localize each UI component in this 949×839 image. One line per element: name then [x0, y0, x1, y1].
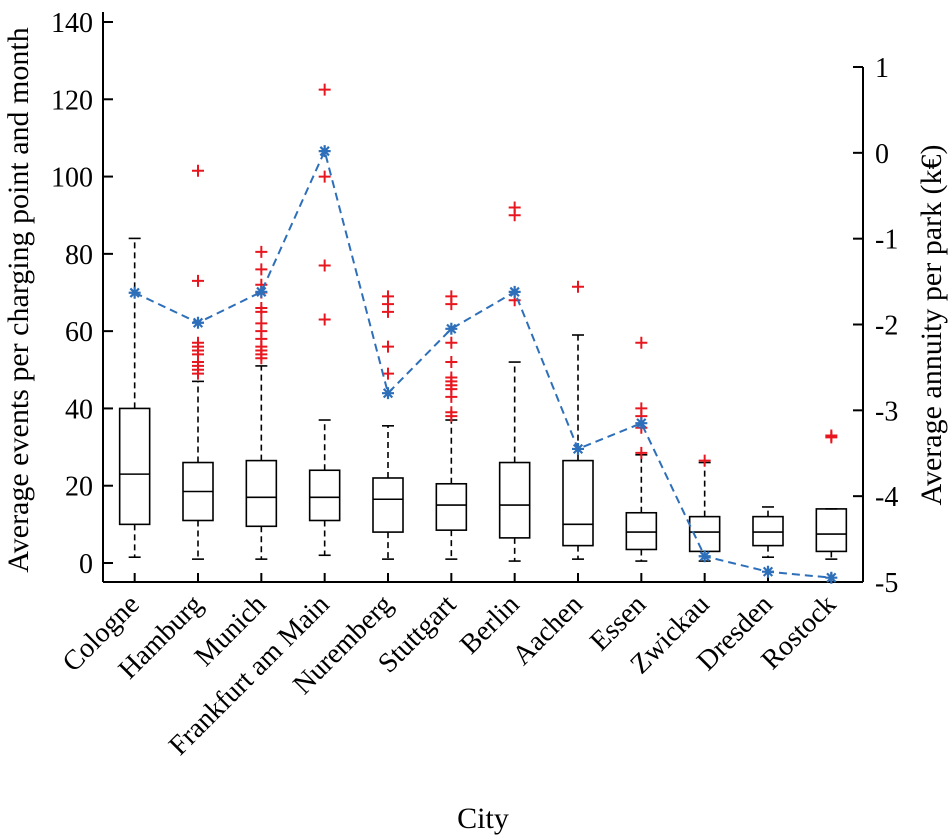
outlier-marker	[192, 274, 204, 287]
annuity-point	[698, 550, 711, 563]
outlier-marker	[255, 301, 268, 314]
outlier-marker	[445, 371, 458, 384]
y-tick-label-left: 20	[65, 472, 93, 503]
outlier-marker	[445, 356, 458, 369]
outlier-marker	[255, 245, 268, 258]
outlier-marker	[192, 336, 204, 349]
box-plot	[182, 164, 214, 560]
annuity-point	[508, 285, 521, 298]
box	[815, 508, 848, 553]
box-plot	[372, 290, 404, 560]
y-tick-label-left: 40	[65, 394, 93, 425]
annuity-point	[445, 322, 458, 335]
outlier-marker	[445, 290, 458, 303]
y-tick-label-left: 140	[51, 8, 93, 39]
box-plot	[752, 506, 784, 559]
annuity-line	[134, 148, 832, 579]
box	[372, 477, 404, 533]
y-tick-label-right: -5	[875, 568, 898, 599]
box-plot	[562, 280, 594, 560]
outlier-marker	[445, 406, 458, 419]
axis-labels: City Average events per charging point a…	[2, 27, 948, 835]
box-plot	[118, 237, 151, 559]
y-tick-label-right: -3	[875, 396, 898, 427]
annuity-point	[318, 145, 331, 158]
y-tick-label-left: 120	[51, 85, 93, 116]
axes: 02040608010012014010-1-2-3-4-5CologneHam…	[51, 8, 898, 762]
box-plot	[625, 336, 658, 562]
x-tick-label: Aachen	[507, 589, 589, 671]
box-plot	[498, 201, 531, 562]
outlier-marker	[382, 367, 394, 380]
annuity-series	[128, 145, 838, 584]
outlier-marker	[255, 263, 268, 276]
box-plot	[815, 429, 848, 560]
box	[498, 461, 531, 539]
y-tick-label-right: 1	[875, 53, 889, 84]
y-tick-label-right: -2	[875, 311, 898, 342]
outlier-marker	[382, 290, 394, 303]
x-axis-label: City	[457, 802, 509, 835]
annuity-point	[572, 442, 584, 455]
outlier-marker	[318, 259, 331, 272]
outlier-marker	[318, 313, 331, 326]
outlier-marker	[445, 336, 458, 349]
outlier-marker	[318, 170, 331, 183]
box-plots	[118, 83, 848, 562]
y-axis-label-left: Average events per charging point and mo…	[2, 27, 35, 572]
box	[118, 407, 151, 526]
box	[562, 459, 594, 547]
outlier-marker	[635, 446, 648, 459]
y-axis-label-right: Average annuity per park (k€)	[915, 145, 948, 506]
box-plot	[308, 83, 341, 557]
y-tick-label-right: 0	[875, 139, 889, 170]
y-tick-label-left: 100	[51, 163, 93, 194]
annuity-point	[825, 571, 838, 584]
outlier-marker	[508, 201, 521, 214]
y-tick-label-right: -4	[875, 482, 898, 513]
y-tick-label-left: 80	[65, 240, 93, 271]
box	[435, 482, 468, 531]
box	[752, 515, 784, 547]
outlier-marker	[635, 402, 648, 415]
y-tick-label-right: -1	[875, 225, 898, 256]
outlier-marker	[635, 336, 648, 349]
outlier-marker	[192, 164, 204, 177]
box-plot	[435, 290, 468, 560]
outlier-marker	[382, 340, 394, 353]
box	[308, 469, 341, 522]
outlier-marker	[572, 280, 584, 293]
annuity-point	[762, 565, 774, 578]
box-plot	[688, 454, 721, 562]
box-plot	[245, 245, 278, 560]
outlier-marker	[698, 454, 711, 467]
outlier-marker	[318, 83, 331, 96]
annuity-point	[255, 285, 268, 298]
box	[245, 459, 278, 528]
box	[625, 511, 658, 551]
annuity-point	[128, 286, 141, 299]
annuity-point	[382, 387, 394, 400]
annuity-point	[635, 417, 648, 430]
outlier-marker	[255, 317, 268, 330]
annuity-point	[192, 316, 204, 329]
outlier-marker	[825, 429, 838, 442]
y-tick-label-left: 60	[65, 317, 93, 348]
y-tick-label-left: 0	[79, 549, 93, 580]
